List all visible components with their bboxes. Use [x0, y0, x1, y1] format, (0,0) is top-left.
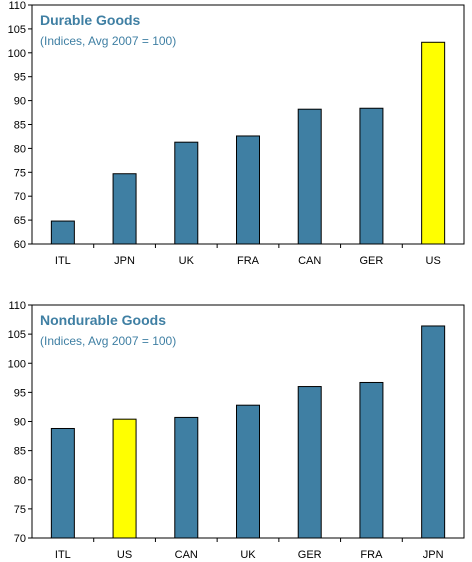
- y-tick-label: 60: [14, 239, 26, 251]
- x-axis: ITL JPN UK FRA CAN GER US: [55, 244, 441, 267]
- x-axis: ITL US CAN UK GER FRA JPN: [55, 538, 444, 561]
- bar-itl: [50, 427, 75, 539]
- chart-subtitle: (Indices, Avg 2007 = 100): [40, 334, 176, 348]
- bar-itl: [50, 220, 75, 245]
- bar-can: [174, 416, 199, 539]
- y-tick-label: 95: [14, 387, 26, 399]
- bar-series: [50, 325, 446, 539]
- y-tick-label: 65: [14, 215, 26, 227]
- bar-uk: [174, 141, 199, 245]
- bar-ger: [297, 386, 322, 539]
- x-tick-label: US: [117, 549, 132, 561]
- y-tick-label: 110: [8, 300, 26, 312]
- y-tick-label: 80: [14, 143, 26, 155]
- y-tick-label: 95: [14, 72, 26, 84]
- bar-us: [421, 41, 446, 245]
- x-tick-label: CAN: [175, 549, 198, 561]
- y-tick-label: 100: [8, 48, 26, 60]
- chart-subtitle: (Indices, Avg 2007 = 100): [40, 34, 176, 48]
- bar-us: [112, 418, 137, 539]
- x-tick-label: JPN: [114, 255, 135, 267]
- bar-fra: [236, 135, 260, 245]
- x-tick-label: FRA: [237, 255, 260, 267]
- y-tick-label: 85: [14, 446, 26, 458]
- x-tick-label: JPN: [423, 549, 444, 561]
- y-tick-label: 100: [8, 358, 26, 370]
- x-tick-label: UK: [240, 549, 256, 561]
- y-tick-label: 75: [14, 504, 26, 516]
- y-tick-label: 90: [14, 417, 26, 429]
- bar-jpn: [421, 325, 446, 539]
- y-tick-label: 90: [14, 96, 26, 108]
- chart-title: Durable Goods: [40, 12, 141, 28]
- x-tick-label: GER: [298, 549, 322, 561]
- x-tick-label: UK: [179, 255, 195, 267]
- bar-ger: [359, 107, 384, 245]
- y-tick-label: 70: [14, 533, 26, 545]
- y-tick-label: 75: [14, 167, 26, 179]
- bar-can: [297, 108, 322, 245]
- bar-uk: [236, 404, 260, 539]
- y-axis: 70 75 80 85 90 95 100 105 110: [8, 300, 32, 545]
- x-tick-label: GER: [360, 255, 384, 267]
- chart-title: Nondurable Goods: [40, 312, 166, 328]
- x-tick-label: FRA: [360, 549, 383, 561]
- y-tick-label: 105: [8, 24, 26, 36]
- x-tick-label: CAN: [298, 255, 321, 267]
- bar-series: [50, 41, 446, 245]
- nondurable-goods-chart: 70 75 80 85 90 95 100 105 110 ITL US CAN UK GER FRA JP…: [8, 300, 465, 561]
- y-tick-label: 80: [14, 475, 26, 487]
- x-tick-label: US: [426, 255, 441, 267]
- bar-fra: [359, 381, 384, 539]
- durable-goods-chart: 60 65 70 75 80 85 90 95 100 105 110 ITL JPN UK FRA CAN…: [8, 0, 465, 267]
- bar-jpn: [112, 173, 137, 245]
- y-tick-label: 105: [8, 329, 26, 341]
- x-tick-label: ITL: [55, 255, 71, 267]
- y-axis: 60 65 70 75 80 85 90 95 100 105 110: [8, 0, 32, 251]
- y-tick-label: 70: [14, 191, 26, 203]
- x-tick-label: ITL: [55, 549, 71, 561]
- y-tick-label: 85: [14, 120, 26, 132]
- y-tick-label: 110: [8, 0, 26, 12]
